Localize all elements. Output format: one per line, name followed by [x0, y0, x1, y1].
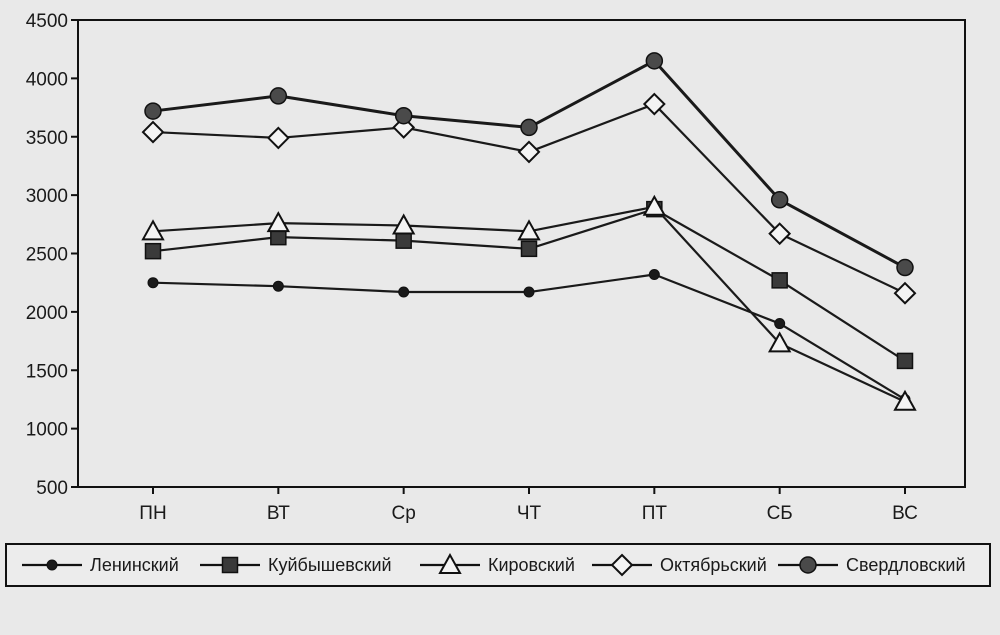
axes: 500 1000 1500 2000 2500 3000 3500 4000 4500 ПН ВТ С…: [26, 11, 966, 524]
data-point: [648, 269, 660, 281]
data-point: [642, 92, 666, 116]
legend-marker: [438, 552, 462, 574]
x-tick-label: ПТ: [642, 503, 668, 524]
data-point: [520, 118, 538, 137]
x-tick-label: ВТ: [267, 503, 290, 524]
y-tick-label: 2000: [26, 303, 68, 324]
legend-item: Ленинский: [22, 555, 179, 575]
y-tick-label: 3000: [26, 186, 68, 207]
data-point: [144, 102, 162, 120]
data-point: [269, 87, 288, 105]
data-point: [141, 120, 165, 144]
data-point: [517, 140, 541, 164]
data-point: [642, 194, 667, 216]
data-point: [141, 219, 165, 241]
legend-box: [5, 543, 991, 587]
data-point: [767, 331, 792, 353]
legend-label: Куйбышевский: [268, 555, 392, 575]
data-point: [896, 352, 914, 370]
series-3: [141, 194, 917, 411]
legend-marker: [221, 556, 239, 574]
y-tick-label: 3500: [26, 128, 68, 149]
legend-label: Свердловский: [846, 555, 966, 575]
x-tick-label: ПН: [139, 503, 166, 524]
data-point: [645, 52, 664, 70]
y-tick-label: 1500: [26, 361, 68, 382]
data-point: [266, 211, 291, 233]
x-tick-label: Ср: [392, 503, 416, 524]
data-point: [147, 277, 159, 289]
legend-item: Куйбышевский: [200, 555, 392, 575]
data-point: [774, 318, 786, 330]
series-5: [144, 52, 914, 277]
data-point: [144, 242, 162, 260]
data-point: [893, 389, 917, 411]
series-group: [141, 52, 917, 411]
data-point: [266, 126, 290, 150]
data-point: [523, 286, 535, 298]
legend-item: Октябрьский: [592, 553, 767, 577]
legend-item: Свердловский: [778, 555, 966, 575]
y-tick-label: 1000: [26, 420, 68, 441]
legend-marker: [610, 553, 634, 577]
y-tick-label: 500: [36, 478, 68, 499]
x-tick-label: СБ: [767, 503, 793, 524]
data-point: [768, 222, 792, 246]
data-point: [770, 191, 789, 209]
data-point: [517, 219, 541, 241]
y-tick-label: 4500: [26, 11, 68, 32]
y-tick-label: 2500: [26, 245, 68, 266]
legend-item: Кировский: [420, 552, 575, 575]
data-point: [398, 286, 410, 298]
legend: Ленинский Куйбышевский Кировский Октябрьски…: [5, 543, 991, 587]
data-point: [391, 213, 416, 235]
legend-label: Ленинский: [90, 555, 179, 575]
legend-label: Октябрьский: [660, 555, 767, 575]
data-point: [893, 281, 917, 305]
series-2: [144, 200, 914, 370]
data-point: [272, 280, 284, 292]
data-point: [896, 258, 914, 277]
series-4: [141, 92, 917, 305]
legend-marker: [46, 559, 58, 571]
x-tick-label: ЧТ: [517, 503, 542, 524]
legend-label: Кировский: [488, 555, 575, 575]
y-tick-label: 4000: [26, 69, 68, 90]
data-point: [395, 232, 412, 249]
legend-marker: [799, 556, 817, 574]
data-point: [771, 272, 788, 289]
data-point: [394, 106, 413, 125]
data-point: [520, 240, 538, 258]
x-tick-label: ВС: [892, 503, 918, 524]
